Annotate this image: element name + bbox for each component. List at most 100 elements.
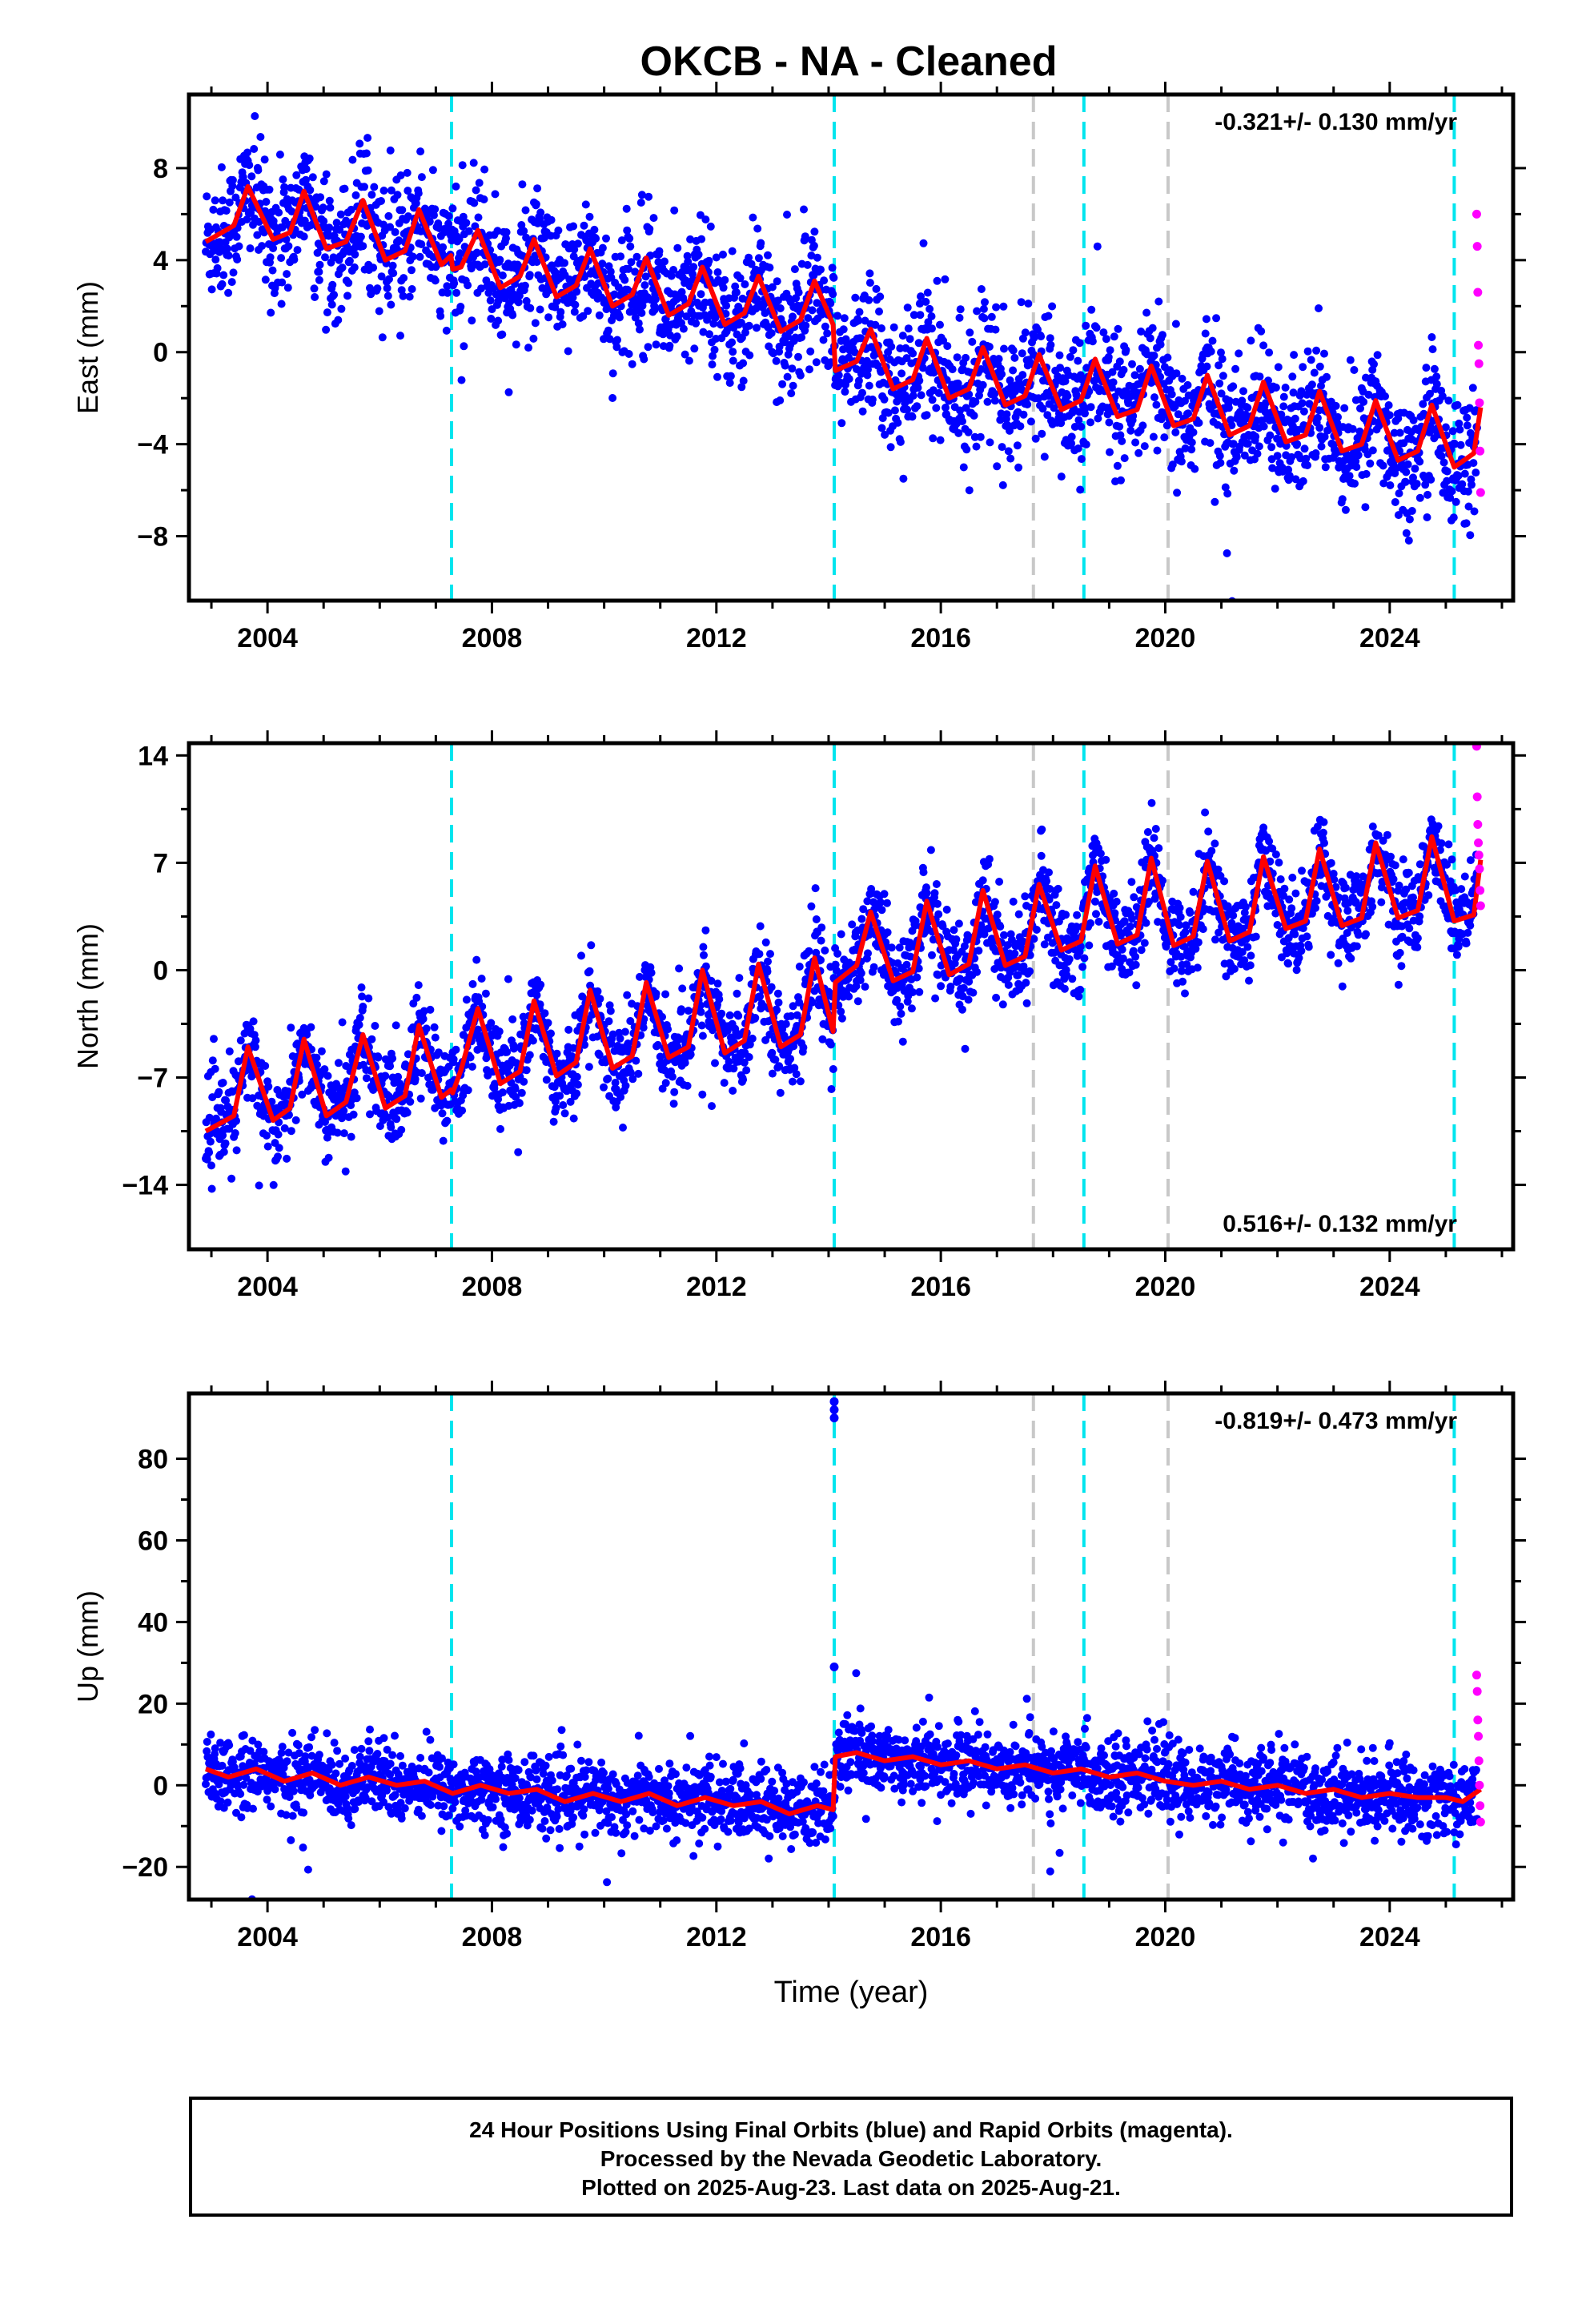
final-orbit-point [392, 1115, 401, 1124]
final-orbit-point [554, 226, 563, 235]
final-orbit-point [829, 1065, 837, 1073]
final-orbit-point [626, 1017, 635, 1025]
final-orbit-point [381, 1072, 390, 1080]
final-orbit-point [333, 1128, 342, 1137]
final-orbit-point [857, 334, 865, 343]
final-orbit-point [980, 314, 989, 323]
final-orbit-point [521, 206, 530, 215]
final-orbit-point [1421, 480, 1430, 489]
final-orbit-point [1238, 396, 1247, 405]
final-orbit-point [632, 252, 641, 261]
final-orbit-point [787, 389, 796, 398]
final-orbit-point [1462, 519, 1471, 528]
final-orbit-point [1080, 954, 1089, 963]
final-orbit-point [950, 926, 958, 935]
x-tick-label: 2016 [910, 623, 971, 653]
final-orbit-point [334, 316, 343, 324]
final-orbit-point [1068, 975, 1077, 983]
final-orbit-point [632, 1056, 640, 1065]
final-orbit-point [641, 272, 650, 281]
final-orbit-point [962, 353, 970, 362]
final-orbit-point [1132, 903, 1141, 911]
final-orbit-point [692, 319, 701, 328]
final-orbit-point [232, 1146, 241, 1155]
final-orbit-point [403, 168, 412, 177]
final-orbit-point [498, 1088, 507, 1097]
final-orbit-point [472, 248, 481, 257]
final-orbit-point [871, 320, 880, 329]
final-orbit-point [362, 1074, 371, 1083]
rapid-orbit-point-5 [1475, 398, 1484, 408]
final-orbit-point [1379, 479, 1388, 488]
final-orbit-point [1215, 928, 1223, 937]
final-orbit-point [595, 1051, 604, 1059]
final-orbit-point [755, 950, 764, 959]
final-orbit-point [560, 1109, 569, 1118]
final-orbit-point [292, 171, 301, 179]
final-orbit-point [520, 281, 529, 290]
final-orbit-point [253, 231, 262, 239]
final-orbit-point [255, 1181, 263, 1190]
final-orbit-point [1019, 410, 1028, 419]
final-orbit-point [536, 980, 545, 989]
final-orbit-point [367, 1035, 376, 1043]
final-orbit-point [227, 1174, 236, 1183]
final-orbit-point [682, 312, 691, 321]
final-orbit-point [865, 296, 873, 304]
final-orbit-point [972, 442, 981, 451]
final-orbit-point [650, 305, 659, 314]
final-orbit-point [232, 232, 241, 241]
final-orbit-point [604, 326, 612, 335]
final-orbit-point [966, 328, 974, 337]
final-orbit-point [613, 336, 621, 344]
final-orbit-point [1168, 460, 1177, 469]
final-orbit-point [564, 347, 572, 356]
final-orbit-point [946, 983, 955, 991]
final-orbit-point [905, 335, 914, 344]
final-orbit-point [408, 266, 416, 275]
final-orbit-point [360, 183, 368, 191]
final-orbit-point [334, 1059, 343, 1068]
final-orbit-point [287, 1127, 295, 1136]
final-orbit-point [1170, 964, 1178, 973]
final-orbit-point [1274, 363, 1283, 372]
final-orbit-point [1315, 424, 1324, 432]
plot-frame-east [187, 92, 1516, 603]
final-orbit-point [1386, 481, 1395, 489]
final-orbit-point [1259, 341, 1268, 350]
final-orbit-point [1221, 483, 1230, 492]
y-tick-label: 8 [153, 154, 168, 184]
final-orbit-point [235, 242, 243, 251]
final-orbit-point [1271, 384, 1280, 392]
final-orbit-point [221, 1139, 230, 1148]
final-orbit-point [1356, 404, 1364, 412]
final-orbit-point [283, 270, 291, 279]
final-orbit-point [493, 227, 502, 235]
final-orbit-point [1124, 399, 1133, 408]
final-orbit-point [1131, 960, 1140, 969]
final-orbit-point [817, 923, 826, 932]
final-orbit-point [215, 238, 224, 247]
final-orbit-point [439, 1136, 448, 1145]
final-orbit-point [992, 303, 1001, 312]
final-orbit-point [1154, 844, 1163, 853]
final-orbit-point [544, 313, 553, 322]
final-orbit-point [414, 981, 423, 990]
final-orbit-point [1149, 432, 1158, 441]
final-orbit-point [670, 206, 679, 215]
final-orbit-point [715, 995, 724, 1003]
final-orbit-point [1126, 426, 1135, 435]
final-orbit-point [1419, 400, 1427, 408]
final-orbit-point [1017, 298, 1026, 307]
final-orbit-point [1011, 387, 1019, 396]
final-orbit-point [1132, 981, 1141, 990]
final-orbit-point [266, 253, 275, 262]
final-orbit-point [942, 905, 951, 914]
final-orbit-point [434, 1048, 443, 1057]
final-orbit-point [480, 260, 489, 269]
final-orbit-point [991, 325, 1000, 334]
final-orbit-point [489, 253, 498, 262]
final-orbit-point [1106, 448, 1114, 456]
final-orbit-point [265, 185, 274, 194]
final-orbit-point [773, 989, 782, 998]
